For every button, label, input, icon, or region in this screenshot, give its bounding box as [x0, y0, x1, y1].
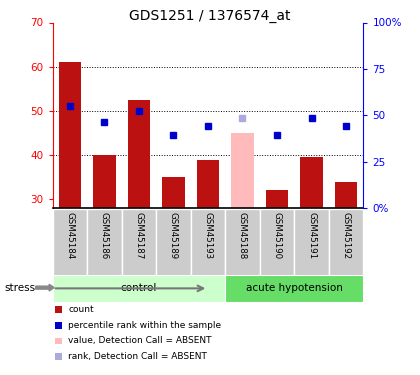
Bar: [58, 62, 81, 208]
Bar: [225, 209, 260, 276]
Bar: [128, 100, 150, 208]
Text: GSM45193: GSM45193: [203, 212, 213, 260]
Text: GSM45187: GSM45187: [134, 212, 143, 260]
Bar: [231, 133, 254, 208]
Bar: [335, 182, 357, 208]
Bar: [260, 209, 294, 276]
Bar: [121, 209, 156, 276]
Bar: [87, 209, 121, 276]
Bar: [266, 190, 288, 208]
Text: rank, Detection Call = ABSENT: rank, Detection Call = ABSENT: [68, 352, 207, 361]
Text: percentile rank within the sample: percentile rank within the sample: [68, 321, 222, 330]
Text: count: count: [68, 305, 94, 314]
Text: GSM45184: GSM45184: [65, 212, 74, 260]
Bar: [197, 159, 219, 208]
Text: stress: stress: [4, 283, 35, 292]
Bar: [162, 177, 185, 208]
Text: control: control: [121, 284, 157, 293]
Bar: [52, 209, 87, 276]
Text: GSM45186: GSM45186: [100, 212, 109, 260]
Bar: [225, 275, 363, 302]
Text: GSM45190: GSM45190: [273, 212, 281, 260]
Bar: [294, 209, 329, 276]
Text: GSM45191: GSM45191: [307, 212, 316, 260]
Text: GDS1251 / 1376574_at: GDS1251 / 1376574_at: [129, 9, 291, 23]
Bar: [93, 155, 116, 208]
Bar: [52, 275, 225, 302]
Bar: [156, 209, 191, 276]
Bar: [300, 157, 323, 208]
Text: GSM45189: GSM45189: [169, 212, 178, 260]
Text: acute hypotension: acute hypotension: [246, 284, 343, 293]
Text: value, Detection Call = ABSENT: value, Detection Call = ABSENT: [68, 336, 212, 345]
Bar: [191, 209, 225, 276]
Text: GSM45192: GSM45192: [341, 212, 351, 260]
Text: GSM45188: GSM45188: [238, 212, 247, 260]
Bar: [329, 209, 363, 276]
